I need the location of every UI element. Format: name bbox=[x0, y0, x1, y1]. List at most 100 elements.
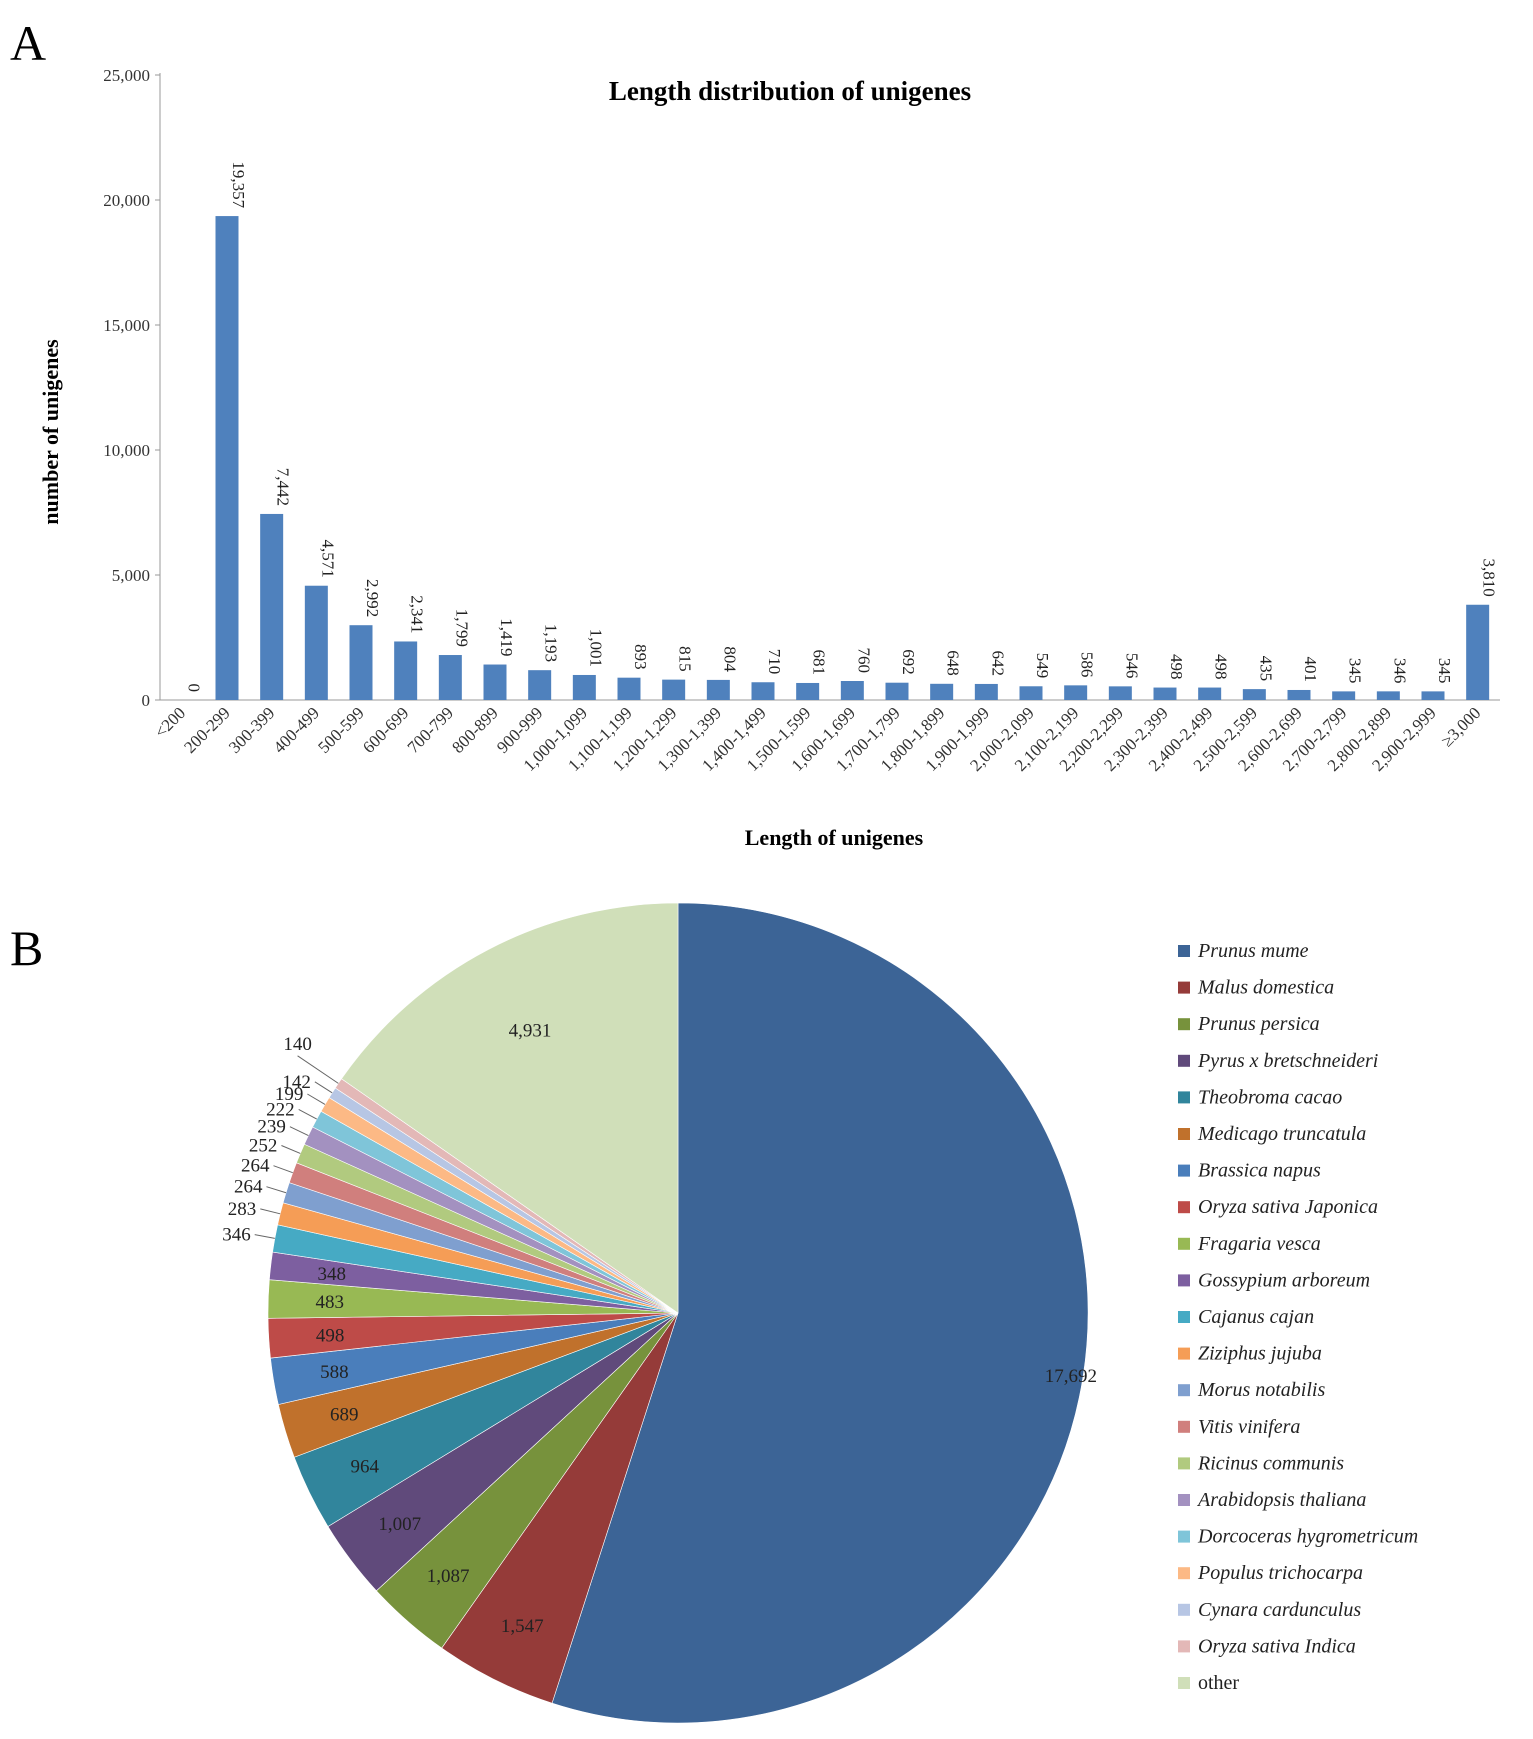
bar-data-label: 546 bbox=[1122, 653, 1141, 679]
bar-data-label: 2,341 bbox=[408, 595, 427, 633]
pie-leader-line bbox=[297, 1055, 339, 1084]
bar bbox=[706, 679, 730, 700]
bar-data-label: 681 bbox=[810, 649, 829, 675]
bar-data-label: 893 bbox=[631, 644, 650, 670]
pie-leader-line bbox=[254, 1234, 275, 1239]
x-tick-label: 300-399 bbox=[225, 703, 279, 757]
pie-data-label: 588 bbox=[320, 1362, 349, 1383]
legend-label: Fragaria vesca bbox=[1197, 1233, 1321, 1255]
bar bbox=[885, 682, 909, 700]
bar bbox=[1108, 686, 1132, 700]
legend-label: other bbox=[1198, 1672, 1239, 1694]
bar-data-label: 586 bbox=[1078, 652, 1097, 678]
legend-swatch bbox=[1178, 1347, 1190, 1360]
bar-chart-x-ticks: <200200-299300-399400-499500-599600-6997… bbox=[151, 703, 1485, 775]
bar-data-label: 345 bbox=[1346, 658, 1365, 684]
bar-chart-data-labels: 0 19,357 7,442 4,571 2,992 2,341 1,799 1,419 1,1… bbox=[184, 161, 1498, 692]
legend-swatch bbox=[1178, 1384, 1190, 1397]
bar bbox=[394, 641, 418, 700]
pie-data-label: 689 bbox=[330, 1404, 359, 1425]
y-tick-label: 25,000 bbox=[103, 66, 150, 85]
legend-swatch bbox=[1178, 1311, 1190, 1323]
legend-swatch bbox=[1178, 1457, 1190, 1470]
pie-chart-slices bbox=[267, 902, 1089, 1724]
legend-label: Pyrus x bretschneideri bbox=[1197, 1050, 1378, 1072]
bar-data-label: 648 bbox=[944, 650, 963, 676]
legend-label: Cajanus cajan bbox=[1198, 1306, 1314, 1328]
y-tick-label: 20,000 bbox=[103, 191, 150, 210]
pie-leader-line bbox=[273, 1165, 293, 1174]
pie-data-label: 348 bbox=[318, 1264, 347, 1285]
bar bbox=[930, 683, 954, 700]
legend-label: Populus trichocarpa bbox=[1197, 1562, 1363, 1584]
bar-data-label: 642 bbox=[988, 650, 1007, 676]
legend-swatch bbox=[1178, 1201, 1190, 1214]
bar bbox=[840, 681, 864, 700]
y-tick-label: 10,000 bbox=[103, 441, 150, 460]
legend-swatch bbox=[1178, 1274, 1190, 1287]
legend-swatch bbox=[1178, 1530, 1190, 1543]
bar-data-label: 1,799 bbox=[452, 609, 471, 647]
legend-label: Malus domestica bbox=[1197, 977, 1334, 999]
pie-slice bbox=[551, 902, 1089, 1724]
bar bbox=[349, 625, 373, 700]
legend-swatch bbox=[1178, 1237, 1190, 1250]
legend-swatch bbox=[1178, 1677, 1190, 1689]
legend-swatch bbox=[1178, 981, 1190, 994]
bar bbox=[215, 216, 239, 700]
bar bbox=[617, 677, 641, 700]
pie-data-label: 199 bbox=[275, 1084, 304, 1105]
legend-swatch bbox=[1178, 1128, 1190, 1140]
pie-data-label: 252 bbox=[249, 1135, 278, 1156]
bar-chart-ylabel: number of unigenes bbox=[38, 339, 63, 525]
bar-data-label: 760 bbox=[854, 648, 873, 674]
bar-data-label: 815 bbox=[676, 646, 695, 672]
legend-label: Morus notabilis bbox=[1197, 1379, 1325, 1401]
x-tick-label: 200-299 bbox=[180, 703, 234, 757]
bar-data-label: 19,357 bbox=[229, 161, 248, 208]
legend-label: Ricinus communis bbox=[1197, 1452, 1344, 1474]
bar-chart-title: Length distribution of unigenes bbox=[609, 76, 971, 106]
legend-label: Prunus persica bbox=[1197, 1013, 1320, 1035]
bar-data-label: 710 bbox=[765, 649, 784, 675]
bar bbox=[751, 682, 775, 700]
bar-data-label: 804 bbox=[720, 646, 739, 672]
bar-data-label: 3,810 bbox=[1480, 559, 1499, 597]
legend-swatch bbox=[1178, 1091, 1190, 1104]
pie-leader-line bbox=[298, 1108, 317, 1120]
x-tick-label: 700-799 bbox=[404, 703, 458, 757]
pie-chart-data-labels: 17,692 1,547 1,087 1,007 964 689 588 498 483 348 3… bbox=[222, 1021, 1097, 1637]
pie-data-label: 4,931 bbox=[509, 1021, 552, 1042]
panel-b-letter: B bbox=[10, 920, 43, 976]
x-tick-label: 400-499 bbox=[270, 703, 324, 757]
bar-data-label: 401 bbox=[1301, 656, 1320, 682]
bar bbox=[1064, 685, 1088, 700]
pie-leader-line bbox=[260, 1208, 281, 1215]
bar-data-label: 0 bbox=[184, 684, 203, 693]
pie-leader-line bbox=[281, 1145, 301, 1154]
pie-data-label: 264 bbox=[241, 1156, 270, 1177]
bar-chart-y-ticks: 0 5,000 10,000 15,000 20,000 25,000 bbox=[103, 66, 160, 710]
legend-swatch bbox=[1178, 1164, 1190, 1177]
bar bbox=[974, 683, 998, 700]
y-tick-label: 5,000 bbox=[112, 566, 150, 585]
bar-data-label: 549 bbox=[1033, 653, 1052, 679]
bar bbox=[1153, 687, 1177, 700]
bar bbox=[1287, 689, 1311, 700]
bar bbox=[1198, 687, 1222, 700]
bar-data-label: 435 bbox=[1256, 656, 1275, 682]
bar-data-label: 7,442 bbox=[274, 468, 293, 506]
legend-label: Vitis vinifera bbox=[1198, 1416, 1300, 1438]
x-tick-label: 800-899 bbox=[448, 703, 502, 757]
legend-swatch bbox=[1178, 1420, 1190, 1433]
bar-data-label: 1,001 bbox=[586, 629, 605, 667]
bar-data-label: 1,419 bbox=[497, 618, 516, 656]
bar-chart-axes bbox=[159, 73, 1500, 701]
bar bbox=[528, 670, 552, 700]
bar bbox=[304, 585, 328, 700]
pie-data-label: 142 bbox=[282, 1072, 311, 1093]
bar bbox=[483, 664, 507, 700]
legend-swatch bbox=[1178, 1640, 1190, 1653]
bar bbox=[1466, 604, 1490, 700]
